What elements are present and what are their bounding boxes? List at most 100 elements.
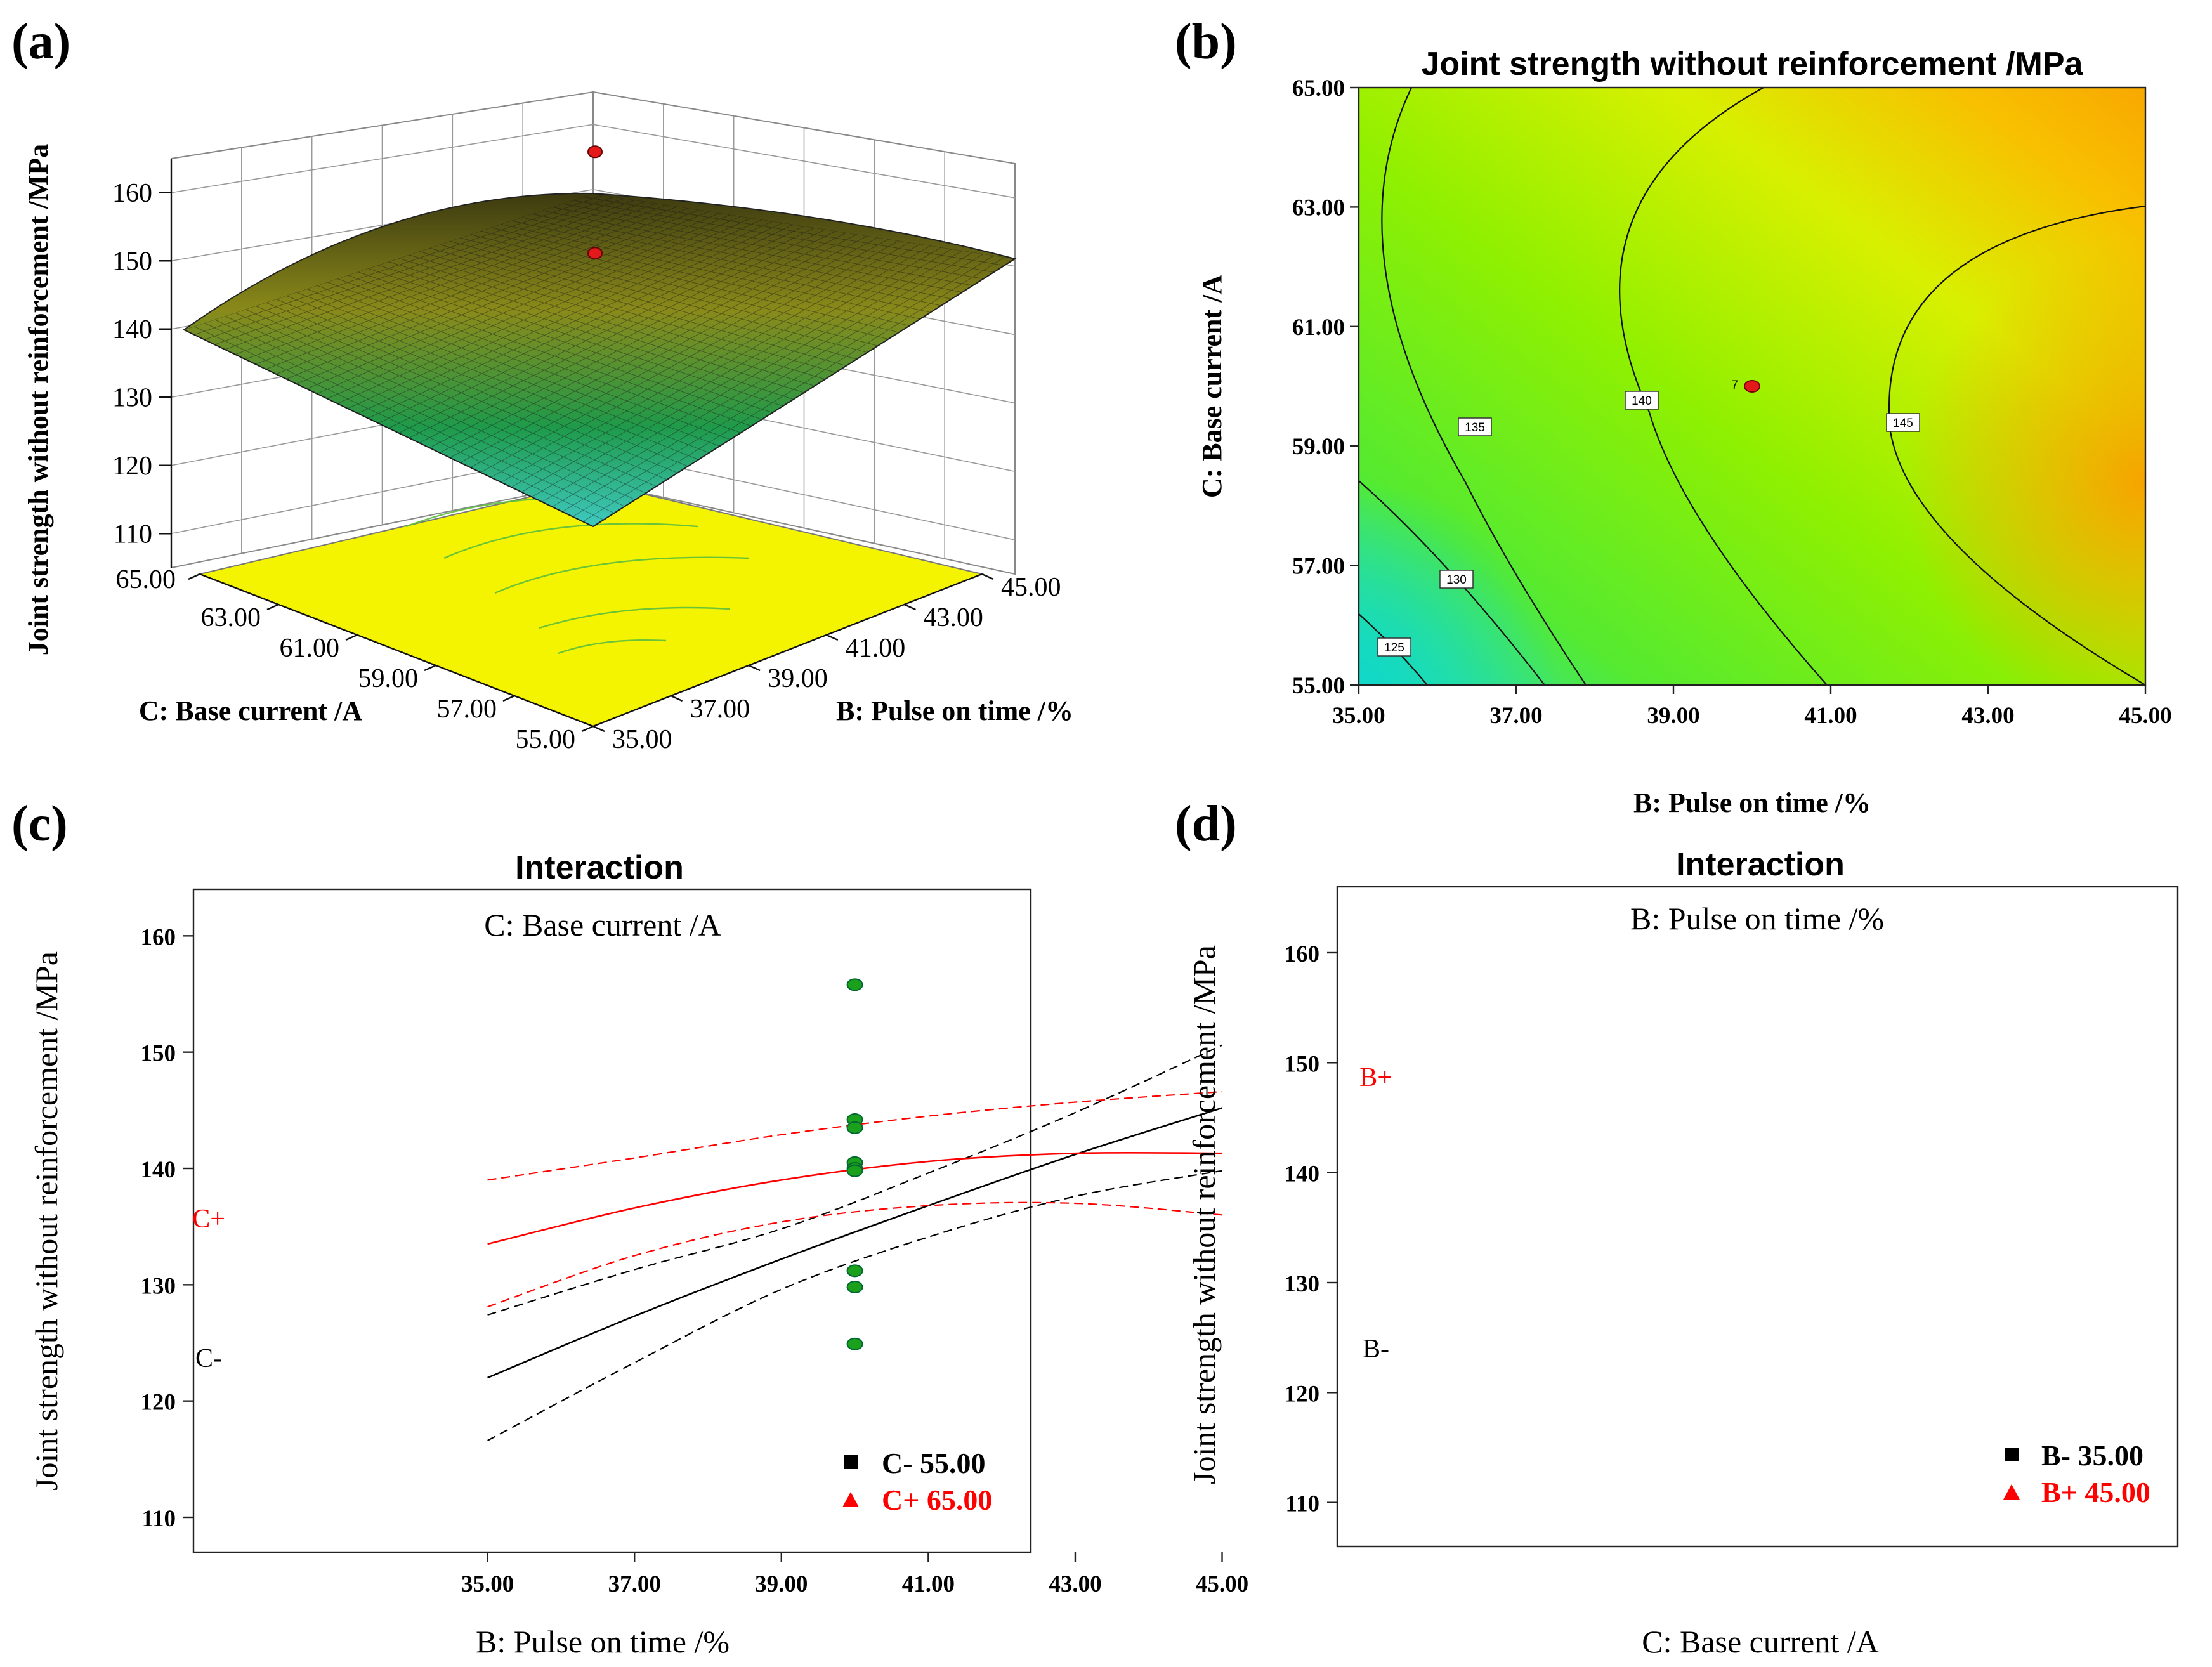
z-tick-150: 150 (112, 247, 152, 276)
contour-y-tick-61.00: 61.00 (1292, 315, 1345, 341)
contour-y-label: C: Base current /A (1196, 275, 1227, 499)
surface-design-points (587, 145, 603, 260)
contour-y-tick-55.00: 55.00 (1292, 673, 1345, 699)
b-tick-37.00: 37.00 (690, 695, 750, 724)
c-design-point-7 (846, 1281, 863, 1293)
legend-d: B- 35.00 B+ 45.00 (2003, 1439, 2150, 1508)
c-tick-63.00: 63.00 (201, 603, 261, 632)
c-design-point-5 (846, 1164, 863, 1177)
legend-c: C- 55.00 C+ 65.00 (842, 1447, 992, 1516)
contour-x-tick-45.00: 45.00 (2119, 703, 2171, 729)
c-tick-65.00: 65.00 (116, 565, 176, 594)
d-series-Bplus-label: B+ (1359, 1063, 1392, 1092)
c-tick-61.00: 61.00 (280, 634, 340, 663)
contour-label-145: 145 (1893, 417, 1913, 430)
plot-area-c: 35.00 37.00 39.00 41.00 43.00 45.00 110 120 130 1… (141, 924, 1249, 1597)
contour-x-tick-41.00: 41.00 (1804, 703, 1857, 729)
c-x-tick-39.00: 39.00 (755, 1571, 808, 1597)
contour-label-box-145 (1886, 413, 1920, 432)
surface-plot-panel-a: 110 120 130 140 150 160 65.00 63.00 61.00 59.00 5… (23, 91, 1073, 754)
c-series-Cplus-ci-low (487, 1201, 1222, 1308)
d-y-tick-160: 160 (1285, 941, 1320, 967)
contour-label-140: 140 (1632, 395, 1652, 408)
interaction-title-c: Interaction (515, 849, 684, 886)
x-axis-label-d: C: Base current /A (1642, 1624, 1879, 1659)
contour-label-125: 125 (1384, 641, 1404, 655)
z-tick-130: 130 (112, 383, 152, 412)
c-design-point-0 (846, 978, 863, 991)
contour-label-135: 135 (1465, 421, 1485, 435)
plot-frame-c (192, 888, 1032, 1553)
c-y-tick-150: 150 (141, 1041, 176, 1067)
c-tick-55.00: 55.00 (516, 725, 576, 754)
center-point-count: 7 (1731, 379, 1738, 392)
plot-area-d: 55.0057.0059.0061.0063.0065.001101201301… (1285, 941, 1393, 1517)
center-design-point (1744, 380, 1760, 393)
d-y-tick-110: 110 (1286, 1491, 1319, 1517)
surface-mesh (184, 193, 1015, 526)
contour-label-box-130 (1439, 570, 1474, 589)
contour-x-label: B: Pulse on time /% (1633, 787, 1871, 818)
panel-label-c: (c) (11, 796, 68, 852)
interaction-title-d: Interaction (1676, 846, 1845, 883)
contour-label-box-125 (1377, 637, 1411, 657)
plot-frame-d (1336, 886, 2179, 1548)
design-point-0 (587, 145, 603, 159)
d-y-tick-150: 150 (1285, 1051, 1320, 1077)
interaction-panel-c: Interaction C: Base current /A 35.00 37.0… (29, 849, 1248, 1659)
c-tick-57.00: 57.00 (437, 695, 497, 724)
x-axis-ticks: 35.00 37.00 39.00 41.00 43.00 45.00 (592, 573, 1061, 754)
legend-label-c-minus: C- 55.00 (882, 1447, 986, 1479)
contour-ticks: 35.00 37.00 39.00 41.00 43.00 45.00 55.00 57.00… (1292, 75, 2172, 729)
contour-title: Joint strength without reinforcement /MP… (1422, 46, 2084, 82)
d-y-tick-130: 130 (1285, 1271, 1320, 1297)
c-design-point-8 (846, 1337, 863, 1350)
z-axis-label: Joint strength without reinforcement /MP… (23, 144, 54, 656)
b-tick-43.00: 43.00 (923, 603, 983, 632)
contour-y-tick-65.00: 65.00 (1292, 75, 1345, 101)
b-tick-39.00: 39.00 (768, 664, 828, 693)
z-tick-140: 140 (112, 315, 152, 344)
contour-x-tick-35.00: 35.00 (1332, 703, 1385, 729)
contour-level-labels: 125 130 135 140 145 7 (1377, 379, 1920, 657)
z-tick-120: 120 (112, 452, 152, 481)
y-axis-ticks: 65.00 63.00 61.00 59.00 57.00 55.00 (116, 565, 594, 754)
interaction-subtitle-d: B: Pulse on time /% (1630, 901, 1884, 936)
interaction-panel-d: Interaction B: Pulse on time /% 55.0057.… (1186, 846, 2179, 1659)
panel-label-b: (b) (1175, 14, 1237, 70)
c-series-Cminus-label: C- (195, 1344, 222, 1373)
contour-line-135 (1381, 88, 1587, 685)
z-tick-160: 160 (112, 179, 152, 208)
legend-label-b-plus: B+ 45.00 (2041, 1476, 2150, 1508)
d-series-Bminus-label: B- (1363, 1335, 1389, 1364)
c-y-tick-120: 120 (141, 1390, 176, 1416)
contour-label-box-135 (1458, 417, 1492, 436)
z-tick-110: 110 (114, 520, 152, 549)
design-point-1 (587, 247, 603, 260)
c-y-tick-130: 130 (141, 1273, 176, 1299)
surface-axes (170, 159, 983, 728)
c-y-tick-110: 110 (142, 1506, 176, 1532)
c-series-Cminus-line (487, 1107, 1222, 1379)
c-tick-59.00: 59.00 (358, 664, 419, 693)
b-tick-41.00: 41.00 (846, 634, 906, 663)
contour-y-tick-63.00: 63.00 (1292, 195, 1345, 221)
contour-x-tick-37.00: 37.00 (1489, 703, 1542, 729)
c-design-point-6 (846, 1264, 863, 1278)
d-y-tick-140: 140 (1285, 1161, 1320, 1187)
b-tick-35.00: 35.00 (612, 725, 672, 754)
c-series-Cplus-label: C+ (192, 1205, 225, 1234)
panel-label-a: (a) (11, 14, 70, 70)
b-tick-45.00: 45.00 (1001, 573, 1061, 602)
x-axis-label-c: B: Pulse on time /% (476, 1624, 730, 1659)
y-axis-label-d: Joint strength without reinforcement /MP… (1186, 945, 1222, 1484)
c-x-tick-37.00: 37.00 (608, 1571, 661, 1597)
contour-frame (1358, 86, 2147, 686)
z-axis-ticks: 110 120 130 140 150 160 (112, 179, 171, 549)
c-series-Cminus-ci-low (487, 1170, 1222, 1441)
d-y-tick-120: 120 (1285, 1381, 1320, 1407)
contour-x-tick-39.00: 39.00 (1647, 703, 1699, 729)
contour-plot-panel-b: Joint strength without reinforcement /MP… (1196, 46, 2172, 818)
y-axis-label: C: Base current /A (139, 695, 363, 726)
c-design-point-2 (846, 1121, 863, 1134)
